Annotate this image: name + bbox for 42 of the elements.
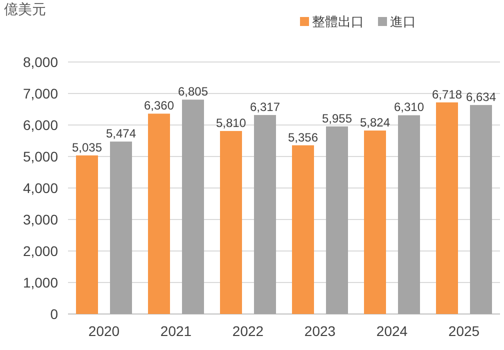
y-tick-label: 7,000 xyxy=(22,86,58,102)
legend-label: 整體出口 xyxy=(312,14,364,29)
bar xyxy=(326,126,348,314)
data-label: 6,317 xyxy=(250,100,280,114)
bar xyxy=(148,114,170,314)
x-tick-label: 2025 xyxy=(448,323,480,339)
y-tick-label: 3,000 xyxy=(22,212,58,228)
y-tick-label: 8,000 xyxy=(22,54,58,70)
bar xyxy=(76,155,98,314)
bar xyxy=(292,145,314,314)
data-label: 6,718 xyxy=(432,87,462,102)
x-tick-label: 2020 xyxy=(88,323,120,339)
bar xyxy=(254,115,276,314)
bar xyxy=(470,105,492,314)
data-label: 5,474 xyxy=(106,126,136,141)
data-label: 6,805 xyxy=(178,84,208,99)
y-tick-label: 6,000 xyxy=(22,117,58,133)
bar xyxy=(110,142,132,314)
bar xyxy=(436,102,458,314)
bar xyxy=(398,115,420,314)
y-tick-label: 0 xyxy=(50,306,58,322)
y-tick-label: 4,000 xyxy=(22,180,58,196)
y-tick-label: 1,000 xyxy=(22,274,58,290)
x-tick-label: 2021 xyxy=(160,323,192,339)
bar xyxy=(182,100,204,314)
legend-label: 進口 xyxy=(390,14,416,29)
bar xyxy=(364,130,386,314)
x-tick-label: 2022 xyxy=(232,323,264,339)
data-label: 5,810 xyxy=(216,116,246,130)
data-label: 6,634 xyxy=(466,90,496,104)
y-axis-title: 億美元 xyxy=(4,1,46,17)
data-label: 6,360 xyxy=(144,98,174,113)
data-label: 6,310 xyxy=(394,100,424,114)
y-tick-label: 2,000 xyxy=(22,243,58,259)
data-label: 5,955 xyxy=(322,111,352,126)
x-tick-label: 2024 xyxy=(376,323,408,339)
y-tick-label: 5,000 xyxy=(22,148,58,164)
data-label: 5,035 xyxy=(72,140,102,154)
data-label: 5,824 xyxy=(360,116,390,130)
bar xyxy=(220,130,242,314)
data-label: 5,356 xyxy=(288,130,318,144)
x-tick-label: 2023 xyxy=(304,323,336,339)
